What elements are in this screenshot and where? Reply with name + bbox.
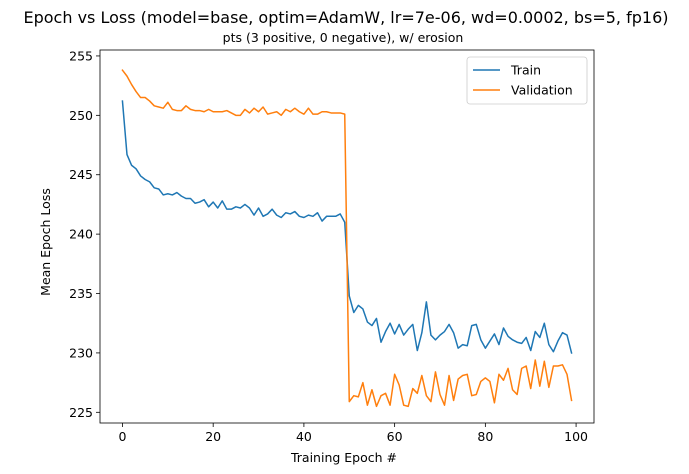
plot-frame [99,49,595,424]
y-tick-label: 240 [69,227,93,242]
y-tick-label: 230 [69,345,93,360]
legend: Train Validation [466,56,588,105]
legend-box [466,56,588,105]
y-axis-label: Mean Epoch Loss [38,188,53,296]
x-tick-label: 80 [477,429,493,444]
x-tick-label: 0 [118,429,126,444]
series-line-validation [121,69,573,408]
legend-label-validation: Validation [511,83,573,98]
chart-title: Epoch vs Loss (model=base, optim=AdamW, … [24,8,669,27]
legend-label-train: Train [510,63,541,78]
y-tick-label: 255 [69,48,93,63]
plot-area: 0 20 40 60 80 100 225 230 235 240 245 250 255 [69,48,595,444]
y-tick-label: 235 [69,286,93,301]
x-tick-label: 60 [387,429,403,444]
y-tick-label: 245 [69,167,93,182]
x-tick-label: 20 [205,429,221,444]
x-axis-label: Training Epoch # [290,450,397,465]
x-tick-label: 40 [296,429,312,444]
y-tick-label: 250 [69,108,93,123]
x-tick-label: 100 [564,429,588,444]
chart-subtitle: pts (3 positive, 0 negative), w/ erosion [223,30,464,45]
y-tick-label: 225 [69,405,93,420]
